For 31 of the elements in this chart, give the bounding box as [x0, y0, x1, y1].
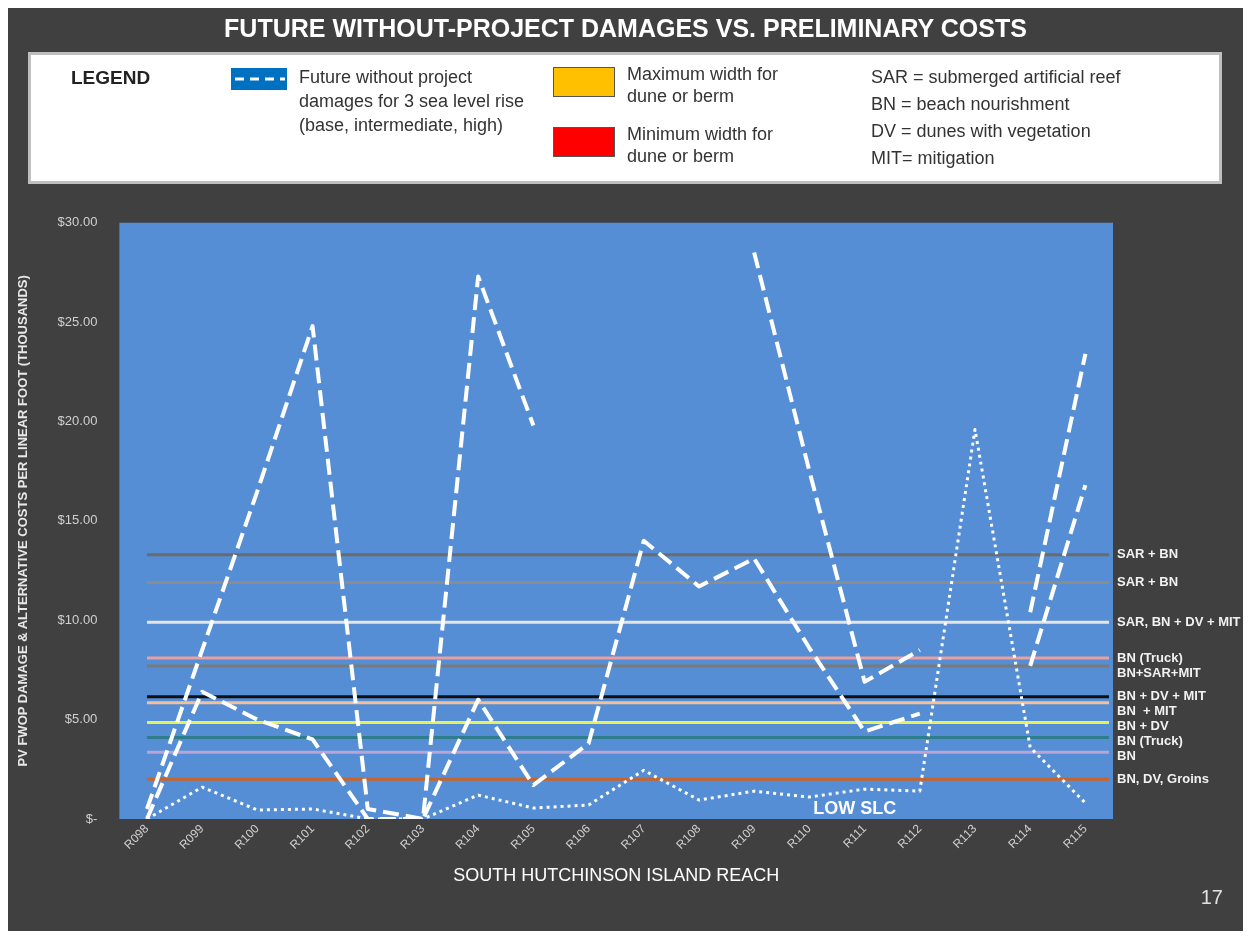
ref-line-label: BN (Truck) [1117, 733, 1183, 749]
y-tick-label: $10.00 [57, 611, 98, 627]
ref-line-label: SAR + BN [1117, 574, 1179, 590]
ref-line-label: BN [1117, 748, 1136, 764]
y-tick-label: $- [85, 810, 98, 826]
ref-line-label: BN + MIT [1117, 703, 1177, 719]
text: Maximum width for dune or berm [627, 63, 780, 107]
text: MIT= mitigation [871, 148, 995, 169]
annotation: LOW SLC [813, 797, 897, 818]
x-axis-title: SOUTH HUTCHINSON ISLAND REACH [453, 865, 780, 886]
text: Minimum width for dune or berm [627, 123, 775, 167]
chart-title: FUTURE WITHOUT-PROJECT DAMAGES VS. PRELIMINARY COSTS [223, 14, 1028, 43]
y-tick-label: $25.00 [57, 313, 98, 329]
text: DV = dunes with vegetation [871, 121, 1091, 142]
text: SAR = submerged artificial reef [871, 67, 1121, 88]
y-tick-label: $20.00 [57, 413, 98, 429]
legend-label: Future without project damages for 3 sea level rise (base, intermediate, high) [299, 66, 526, 137]
y-tick-label: $5.00 [64, 711, 98, 727]
text: 17 [1200, 886, 1223, 909]
ref-line-label: BN + DV [1117, 718, 1169, 734]
legend-title: LEGEND [71, 67, 151, 89]
ref-line-label: BN, DV, Groins [1117, 770, 1209, 786]
y-tick-label: $15.00 [57, 512, 98, 528]
ref-line-label: BN + DV + MIT [1117, 688, 1206, 704]
y-tick-label: $30.00 [57, 214, 98, 230]
ref-line-label: BN (Truck) [1117, 649, 1183, 665]
ref-line-label: SAR + BN [1117, 546, 1179, 562]
y-axis-title: PV FWOP DAMAGE & ALTERNATIVE COSTS PER LINEAR FOOT (THOUSANDS) [15, 275, 31, 767]
text: BN = beach nourishment [871, 94, 1070, 115]
ref-line-label: SAR, BN + DV + MIT [1117, 613, 1241, 629]
ref-line-label: BN+SAR+MIT [1117, 664, 1201, 680]
